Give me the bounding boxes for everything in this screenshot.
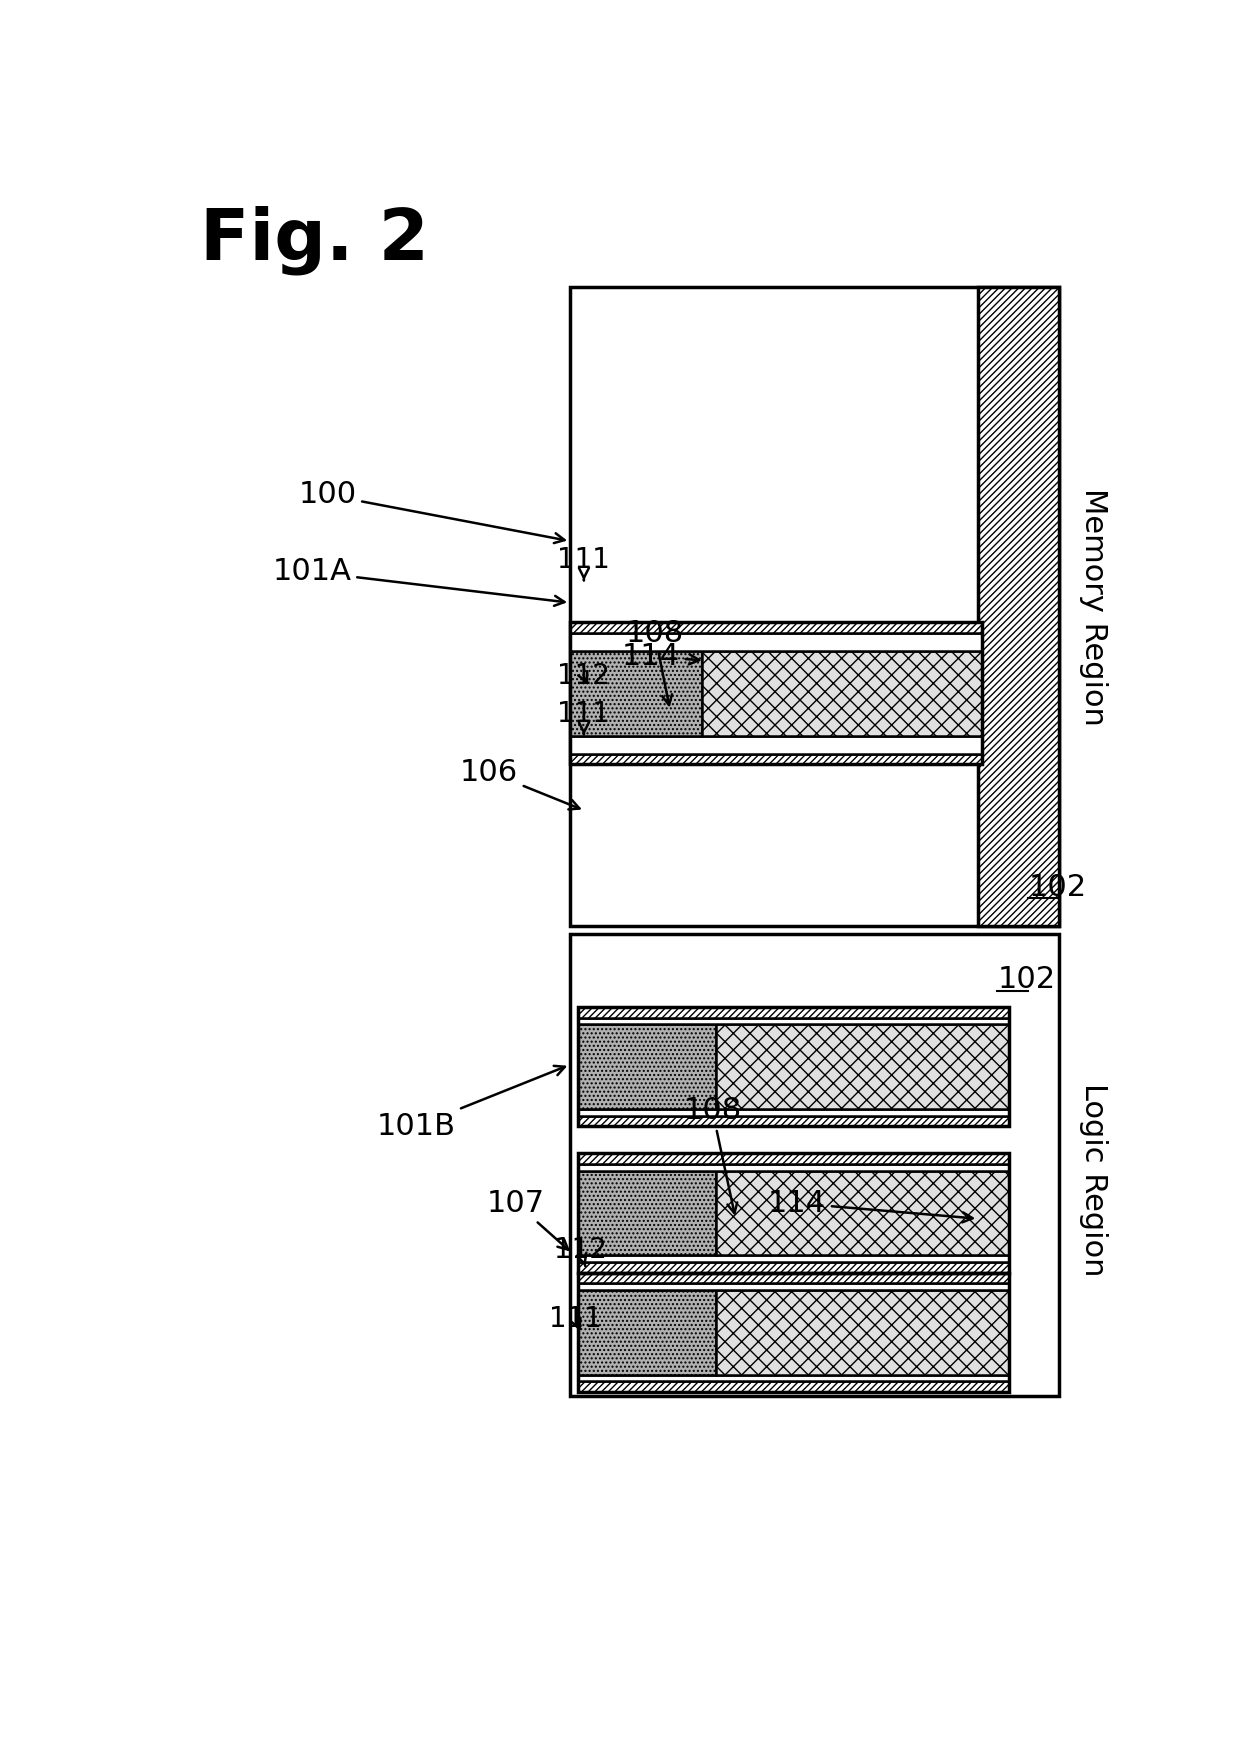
Text: 102: 102	[1028, 873, 1086, 901]
Text: 102: 102	[997, 966, 1055, 994]
Bar	[578, 1153, 1009, 1164]
Bar	[570, 754, 982, 765]
Text: Fig. 2: Fig. 2	[201, 206, 429, 275]
Bar	[570, 735, 982, 754]
Bar	[578, 1376, 1009, 1381]
Text: 106: 106	[460, 758, 579, 810]
Bar	[578, 1272, 1009, 1283]
Bar	[578, 1006, 1009, 1127]
Bar	[578, 1018, 1009, 1024]
Text: 112: 112	[558, 662, 610, 690]
Bar	[570, 634, 982, 651]
Bar	[578, 1255, 1009, 1262]
Bar	[578, 1153, 1009, 1272]
Bar	[978, 287, 1059, 926]
Bar	[578, 1110, 1009, 1115]
Text: 108: 108	[683, 1097, 742, 1213]
Bar	[570, 621, 982, 634]
Bar	[578, 1164, 1009, 1171]
Bar	[578, 1272, 1009, 1391]
Bar	[715, 1290, 1009, 1376]
Bar	[702, 651, 982, 735]
Bar	[570, 287, 1059, 926]
Bar	[578, 1262, 1009, 1272]
Text: 111: 111	[549, 1306, 601, 1334]
Bar	[578, 1283, 1009, 1290]
Text: 101B: 101B	[377, 1066, 565, 1141]
Text: 114: 114	[621, 642, 699, 670]
Text: 107: 107	[487, 1188, 568, 1249]
Bar	[570, 651, 702, 735]
Bar	[578, 1171, 715, 1255]
Bar	[578, 1290, 715, 1376]
Bar	[715, 1171, 1009, 1255]
Text: 101A: 101A	[273, 558, 564, 606]
Bar	[578, 1024, 715, 1110]
Bar	[715, 1024, 1009, 1110]
Bar	[570, 621, 982, 765]
Text: Memory Region: Memory Region	[1079, 488, 1109, 726]
Text: 114: 114	[768, 1188, 972, 1221]
Text: 111: 111	[558, 546, 610, 579]
Bar	[578, 1006, 1009, 1018]
Bar	[578, 1115, 1009, 1127]
Text: 100: 100	[299, 481, 564, 542]
Bar	[578, 1381, 1009, 1391]
Text: 112: 112	[553, 1236, 606, 1267]
Text: Logic Region: Logic Region	[1079, 1083, 1109, 1278]
Text: 108: 108	[626, 620, 684, 705]
Bar	[570, 934, 1059, 1396]
Text: 111: 111	[558, 700, 610, 733]
